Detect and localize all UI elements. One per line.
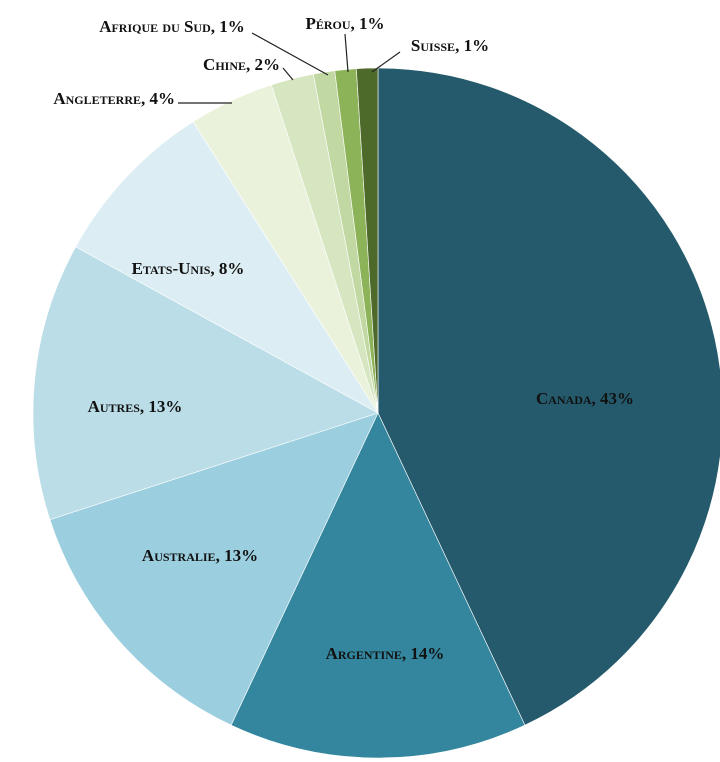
slice-category: Argentine xyxy=(326,644,402,663)
slice-value-label: 43% xyxy=(600,389,634,408)
slice-category: Afrique du Sud xyxy=(99,17,211,36)
slice-value-label: 13% xyxy=(148,397,182,416)
pie-slice xyxy=(230,412,526,759)
slice-value-label: 13% xyxy=(224,546,258,565)
slice-category: Pérou xyxy=(305,14,350,33)
leader-line xyxy=(251,32,329,76)
slice-label: Argentine, 14% xyxy=(326,644,445,663)
label-separator: , xyxy=(210,259,219,278)
slice-category: Etats-Unis xyxy=(132,259,211,278)
label-separator: , xyxy=(141,89,150,108)
slice-value-label: 14% xyxy=(410,644,444,663)
label-separator: , xyxy=(455,36,464,55)
slice-label: Chine, 2% xyxy=(203,55,280,74)
leader-line xyxy=(371,51,401,73)
slice-category: Australie xyxy=(142,546,216,565)
slice-value-label: 1% xyxy=(359,14,385,33)
slice-label: Autres, 13% xyxy=(88,397,183,416)
slice-category: Chine xyxy=(203,55,246,74)
slice-label: Afrique du Sud, 1% xyxy=(99,17,245,36)
slice-value-label: 1% xyxy=(219,17,245,36)
label-separator: , xyxy=(211,17,220,36)
label-separator: , xyxy=(592,389,601,408)
slice-label: Suisse, 1% xyxy=(411,36,489,55)
slice-label: Angleterre, 4% xyxy=(53,89,175,108)
pie-slice xyxy=(75,121,379,414)
slice-label: Etats-Unis, 8% xyxy=(132,259,245,278)
slice-label: Australie, 13% xyxy=(142,546,258,565)
label-separator: , xyxy=(140,397,149,416)
slice-category: Suisse xyxy=(411,36,455,55)
label-separator: , xyxy=(216,546,225,565)
leader-line xyxy=(282,67,294,81)
slice-value-label: 2% xyxy=(255,55,281,74)
slice-value-label: 8% xyxy=(219,259,245,278)
pie-slice xyxy=(49,412,379,726)
pie-slice xyxy=(377,67,720,726)
label-separator: , xyxy=(351,14,360,33)
leader-line xyxy=(344,33,349,73)
slice-category: Autres xyxy=(88,397,141,416)
slice-value-label: 1% xyxy=(464,36,490,55)
slice-category: Canada xyxy=(536,389,592,408)
label-separator: , xyxy=(246,55,255,74)
slice-label: Pérou, 1% xyxy=(305,14,384,33)
pie-slice xyxy=(32,246,379,520)
slice-label: Canada, 43% xyxy=(536,389,634,408)
label-separator: , xyxy=(402,644,411,663)
slice-value-label: 4% xyxy=(150,89,176,108)
slice-category: Angleterre xyxy=(53,89,141,108)
